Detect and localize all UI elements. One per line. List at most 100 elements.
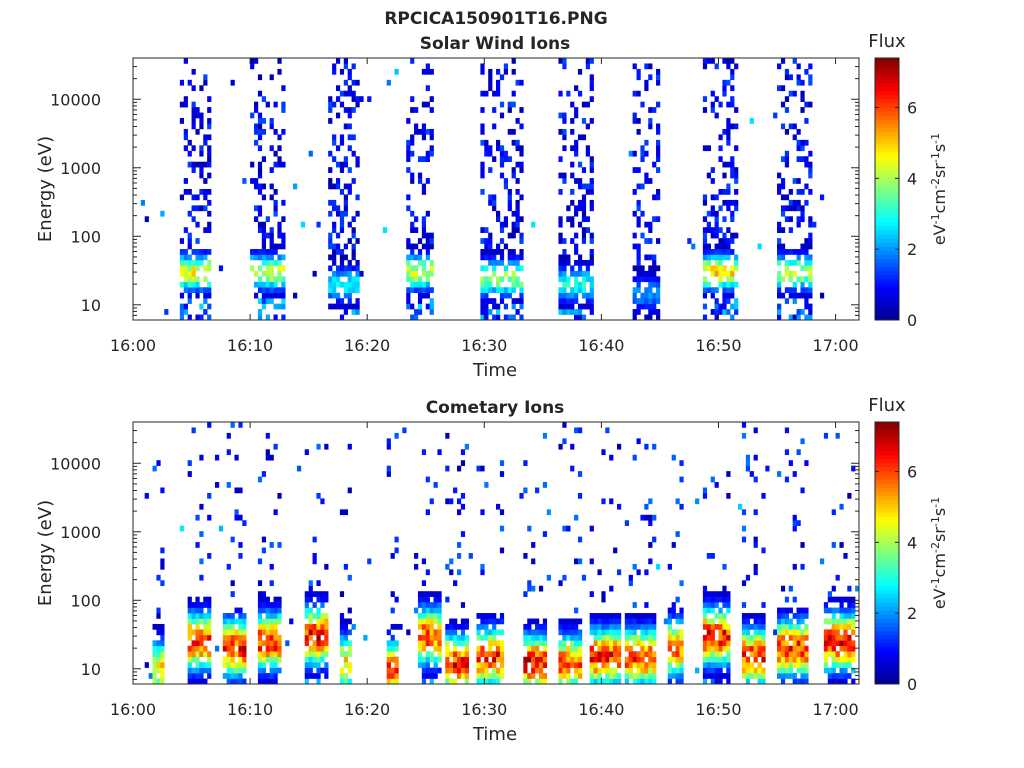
heatmap-cell (730, 123, 735, 130)
heatmap-cell (827, 634, 832, 641)
heatmap-cell (269, 613, 274, 619)
heatmap-cell (675, 651, 680, 658)
heatmap-cell (702, 292, 708, 299)
heatmap-cell (780, 205, 786, 212)
heatmap-cell (257, 607, 263, 614)
heatmap-cell (476, 673, 481, 679)
heatmap-cell (710, 101, 715, 108)
heatmap-cell (417, 309, 423, 315)
heatmap-cell (484, 623, 489, 630)
heatmap-cell (351, 90, 356, 97)
heatmap-cell (527, 673, 532, 679)
heatmap-cell (535, 618, 540, 625)
heatmap-cell (417, 156, 423, 163)
heatmap-cell (780, 662, 786, 668)
heatmap-cell (480, 281, 485, 288)
heatmap-cell (835, 640, 840, 647)
heatmap-cell (800, 618, 805, 625)
heatmap-cell (609, 645, 614, 652)
heatmap-cell (730, 96, 735, 102)
heatmap-cell (492, 629, 497, 636)
heatmap-cell (437, 618, 442, 625)
heatmap-cell (230, 623, 235, 630)
heatmap-cell (777, 607, 782, 614)
heatmap-cell (433, 634, 438, 641)
heatmap-cell (574, 243, 579, 250)
colorbar-segment (875, 679, 899, 685)
heatmap-cell (257, 281, 263, 288)
heatmap-cell (632, 662, 637, 668)
heatmap-cell (714, 194, 719, 201)
heatmap-cell (398, 623, 403, 630)
heatmap-cell (706, 58, 711, 64)
heatmap-cell (191, 640, 196, 647)
heatmap-cell (414, 563, 419, 570)
heatmap-cell (445, 629, 450, 636)
heatmap-cell (191, 194, 196, 201)
heatmap-cell (831, 640, 836, 647)
heatmap-cell (648, 281, 653, 288)
heatmap-cell (238, 656, 243, 663)
heatmap-cell (187, 161, 192, 168)
heatmap-cell (437, 596, 442, 603)
heatmap-cell (499, 667, 505, 674)
heatmap-cell (589, 651, 594, 658)
heatmap-cell (261, 607, 267, 614)
heatmap-cell (191, 85, 196, 92)
heatmap-cell (558, 656, 563, 663)
heatmap-cell (203, 623, 208, 630)
heatmap-cell (222, 662, 227, 668)
heatmap-cell (499, 656, 505, 663)
heatmap-cell (656, 238, 661, 244)
heatmap-cell (269, 276, 274, 283)
cometary-plot-frame (132, 421, 860, 685)
heatmap-cell (265, 673, 270, 679)
heatmap-cell (702, 259, 708, 266)
heatmap-cell (406, 118, 411, 124)
heatmap-cell (823, 640, 829, 647)
heatmap-cell (546, 574, 551, 581)
heatmap-cell (433, 618, 438, 625)
heatmap-cell (718, 303, 723, 310)
heatmap-cell (718, 634, 723, 641)
heatmap-cell (722, 161, 727, 168)
heatmap-cell (726, 651, 731, 658)
heatmap-cell (273, 596, 278, 603)
colorbar-segment (875, 503, 899, 509)
heatmap-cell (394, 536, 399, 543)
heatmap-cell (480, 249, 485, 255)
heatmap-cell (589, 58, 594, 64)
heatmap-cell (425, 254, 430, 261)
heatmap-cell (581, 183, 587, 190)
heatmap-cell (339, 673, 345, 679)
heatmap-cell (702, 651, 708, 658)
heatmap-cell (531, 673, 536, 679)
heatmap-cell (492, 303, 497, 310)
heatmap-cell (456, 509, 462, 516)
heatmap-cell (601, 678, 606, 685)
heatmap-cell (179, 79, 185, 86)
heatmap-cell (562, 172, 567, 179)
heatmap-cell (617, 503, 622, 510)
heatmap-cell (804, 634, 809, 641)
heatmap-cell (265, 623, 270, 630)
heatmap-cell (710, 227, 715, 233)
heatmap-cell (718, 662, 723, 668)
heatmap-cell (273, 128, 278, 135)
heatmap-cell (499, 640, 505, 647)
heatmap-cell (636, 618, 641, 625)
heatmap-cell (254, 178, 259, 184)
colorbar-segment (875, 172, 899, 178)
heatmap-cell (277, 492, 282, 499)
heatmap-cell (741, 645, 747, 652)
heatmap-cell (238, 667, 243, 674)
heatmap-cell (726, 183, 731, 190)
heatmap-cell (753, 454, 758, 461)
heatmap-cell (351, 150, 356, 157)
heatmap-cell (515, 79, 520, 86)
y-tick-label: 10 (81, 660, 101, 679)
heatmap-cell (238, 673, 243, 679)
heatmap-cell (464, 640, 469, 647)
heatmap-cell (324, 645, 329, 652)
heatmap-cell (656, 68, 661, 75)
